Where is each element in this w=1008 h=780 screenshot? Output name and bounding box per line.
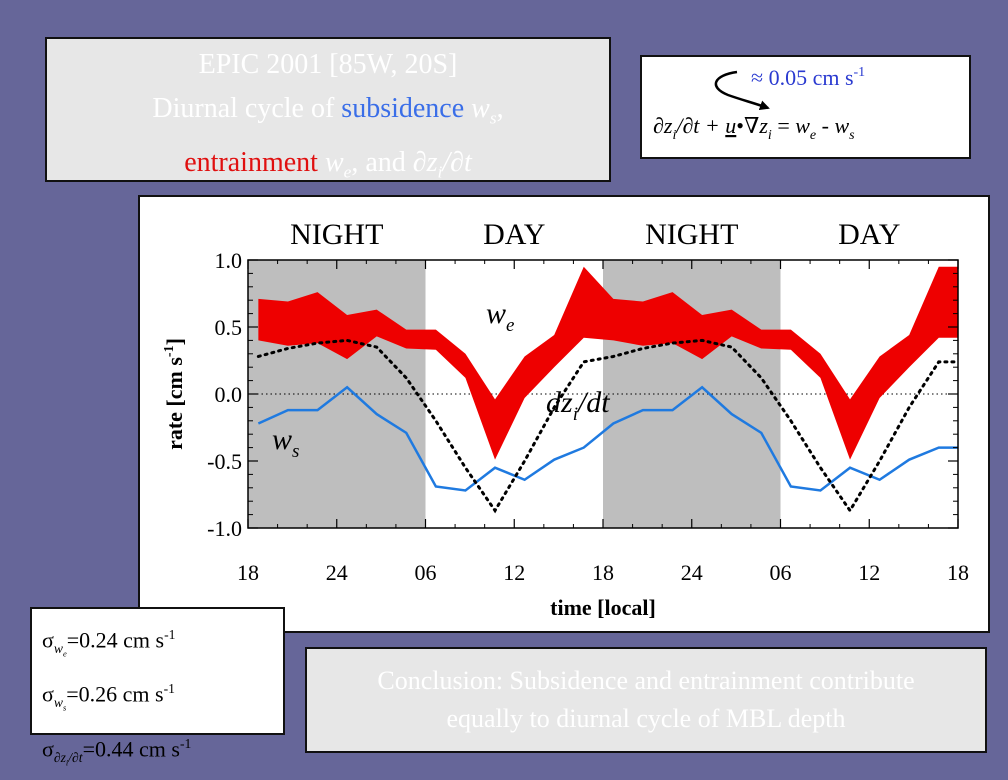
title-entrainment: entrainment [184, 146, 318, 178]
equation-box: ≈ 0.05 cm s-1 ∂zi/∂t + u•∇zi = we - ws [640, 55, 971, 159]
sigma-ws: σws=0.26 cm s-1 [42, 681, 175, 713]
x-tick-label-2: 06 [415, 560, 437, 585]
sigma-dzdt: σ∂zi/∂t=0.44 cm s-1 [42, 735, 192, 768]
title-box: EPIC 2001 [85W, 20S] Diurnal cycle of su… [45, 37, 611, 182]
title-we: we [324, 146, 352, 182]
conclusion-box: Conclusion: Subsidence and entrainment c… [305, 647, 987, 753]
sigma-box: σwe=0.24 cm s-1 σws=0.26 cm s-1 σ∂zi/∂t=… [30, 607, 285, 767]
ws-line [257, 385, 958, 492]
equation-text: ∂zi/∂t + u•∇zi = we - ws [653, 113, 855, 143]
title-and: , and [351, 146, 413, 178]
period-label-night-2: NIGHT [645, 218, 738, 251]
title-line2: Diurnal cycle of subsidence ws, [47, 87, 609, 141]
chart-box: NIGHT DAY NIGHT DAY 18 24 06 12 18 24 06 12 18 1.0 0.5… [138, 195, 990, 633]
chart-svg: NIGHT DAY NIGHT DAY 18 24 06 12 18 24 06 12 18 1.0 0.5… [162, 218, 969, 620]
title-we-w: w [324, 146, 344, 178]
approx-value: ≈ 0.05 cm s-1 [751, 65, 865, 90]
title-line2-pre: Diurnal cycle of [152, 93, 342, 124]
conclusion-line2: equally to diurnal cycle of MBL depth [446, 704, 846, 733]
dzdt-line [256, 338, 958, 514]
period-label-day-3: DAY [838, 218, 900, 251]
x-tick-label-1: 24 [326, 560, 348, 585]
title-dzdt-sub: i [437, 162, 443, 182]
conclusion-line1: Conclusion: Subsidence and entrainment c… [377, 666, 915, 695]
title-dzdt-post: /∂t [442, 146, 472, 178]
x-tick-label-5: 24 [681, 560, 703, 585]
y-tick-label-3: -0.5 [207, 449, 242, 474]
x-tick-label-8: 18 [947, 560, 969, 585]
x-tick-label-0: 18 [237, 560, 259, 585]
equation-svg: ≈ 0.05 cm s-1 ∂zi/∂t + u•∇zi = we - ws [653, 65, 865, 143]
title-line3: entrainment we, and ∂zi/∂t [47, 141, 609, 195]
y-tick-label-1: 0.5 [215, 315, 243, 340]
title-ws-sub: s [489, 108, 497, 128]
period-label-day-1: DAY [483, 218, 545, 251]
curved-arrow-icon [714, 70, 770, 111]
ws-series-label: ws [272, 423, 299, 462]
title-ws-w: w [471, 93, 490, 124]
plot-content [248, 266, 958, 514]
title-ws: ws [471, 93, 496, 128]
period-label-night-0: NIGHT [290, 218, 383, 251]
sigma-we: σwe=0.24 cm s-1 [42, 627, 176, 659]
x-tick-label-3: 12 [503, 560, 525, 585]
we-series-label: we [486, 297, 514, 336]
y-tick-label-2: 0.0 [215, 382, 243, 407]
title-dzdt: ∂zi/∂t [412, 146, 472, 182]
title-dzdt-dz: ∂z [412, 146, 438, 178]
x-tick-label-6: 06 [770, 560, 792, 585]
x-tick-label-4: 18 [592, 560, 614, 585]
title-subsidence: subsidence [341, 93, 465, 124]
y-tick-label-0: 1.0 [215, 248, 243, 273]
we-band [258, 266, 958, 460]
title-we-sub: e [343, 162, 352, 182]
y-axis-label: rate [cm s-1] [162, 338, 187, 450]
x-axis-label: time [local] [550, 595, 656, 620]
y-tick-label-4: -1.0 [207, 516, 242, 541]
title-comma: , [496, 93, 504, 124]
x-tick-label-7: 12 [858, 560, 880, 585]
title-line1: EPIC 2001 [85W, 20S] [198, 49, 458, 80]
dzdt-series-label: dzi/dt [546, 386, 610, 425]
